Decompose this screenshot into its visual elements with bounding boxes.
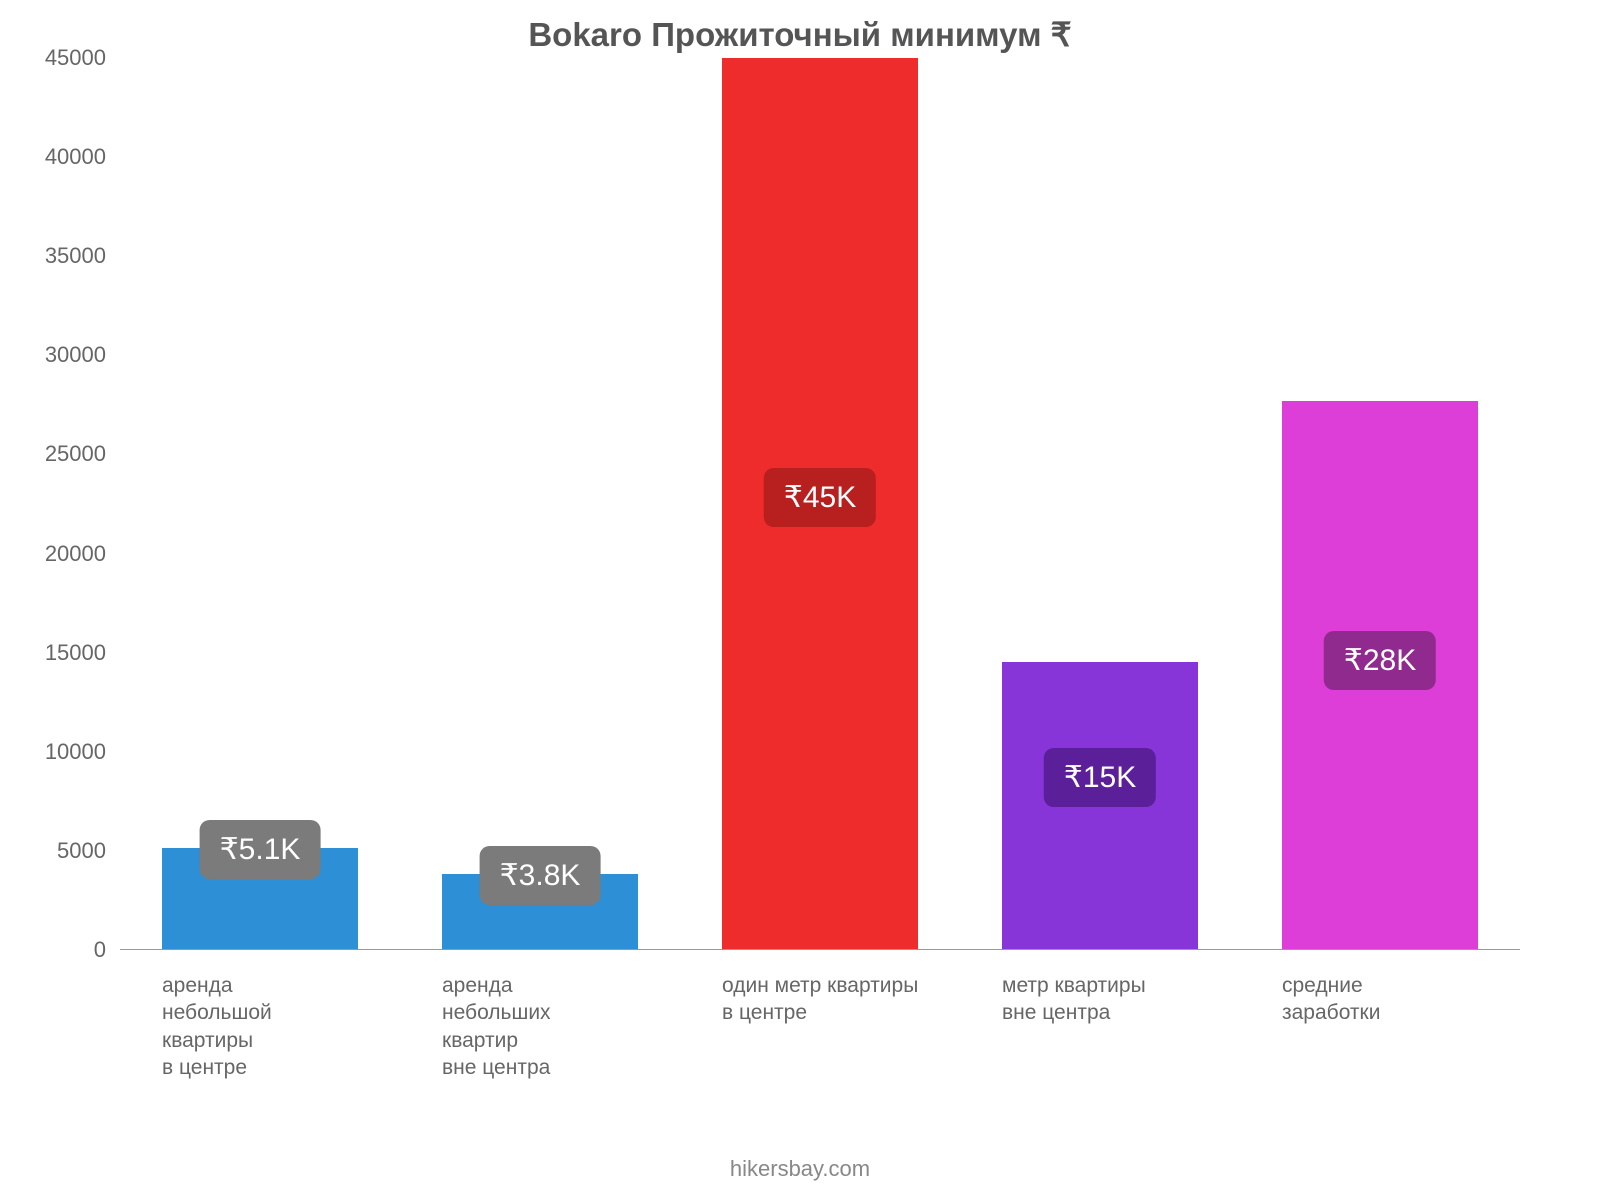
value-badge: ₹15K bbox=[1044, 748, 1156, 807]
x-label: аренданебольшихквартирвне центра bbox=[442, 972, 708, 1081]
x-label: средниезаработки bbox=[1282, 972, 1548, 1027]
y-tick-label: 0 bbox=[36, 937, 106, 963]
bar-meter-outside: ₹15K bbox=[1002, 662, 1198, 949]
y-tick-label: 25000 bbox=[36, 441, 106, 467]
y-tick-label: 5000 bbox=[36, 838, 106, 864]
value-badge: ₹5.1K bbox=[200, 820, 321, 879]
chart-title: Bokaro Прожиточный минимум ₹ bbox=[0, 15, 1600, 54]
bar-meter-center: ₹45K bbox=[722, 58, 918, 949]
y-tick-label: 15000 bbox=[36, 640, 106, 666]
chart-footer: hikersbay.com bbox=[0, 1156, 1600, 1182]
bar-rent-small-center: ₹5.1K bbox=[162, 848, 358, 949]
bar-rent-small-outside: ₹3.8K bbox=[442, 874, 638, 949]
y-axis: 0500010000150002000025000300003500040000… bbox=[50, 58, 114, 950]
value-badge: ₹45K bbox=[764, 468, 876, 527]
plot-area: ₹5.1K ₹3.8K ₹45K ₹15K ₹28K bbox=[120, 58, 1520, 950]
y-tick-label: 35000 bbox=[36, 243, 106, 269]
cost-of-living-chart: Bokaro Прожиточный минимум ₹ 05000100001… bbox=[0, 0, 1600, 1200]
x-label: аренданебольшойквартирыв центре bbox=[162, 972, 428, 1081]
x-label: один метр квартирыв центре bbox=[722, 972, 988, 1027]
value-badge: ₹3.8K bbox=[480, 846, 601, 905]
value-badge: ₹28K bbox=[1324, 631, 1436, 690]
x-label: метр квартирывне центра bbox=[1002, 972, 1268, 1027]
y-tick-label: 30000 bbox=[36, 342, 106, 368]
y-tick-label: 45000 bbox=[36, 45, 106, 71]
y-tick-label: 20000 bbox=[36, 541, 106, 567]
bar-avg-earnings: ₹28K bbox=[1282, 401, 1478, 949]
y-tick-label: 10000 bbox=[36, 739, 106, 765]
y-tick-label: 40000 bbox=[36, 144, 106, 170]
